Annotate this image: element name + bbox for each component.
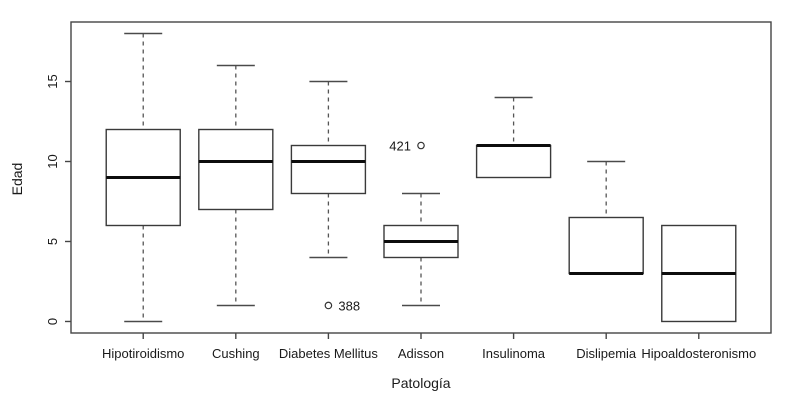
y-axis-title: Edad bbox=[9, 163, 25, 196]
box-insulinoma bbox=[475, 144, 552, 179]
x-axis-title: Patología bbox=[391, 375, 450, 391]
box-dislipemia bbox=[568, 216, 644, 275]
x-tick-label: Diabetes Mellitus bbox=[279, 346, 378, 361]
plot-content: 0 5 10 15 Hipotiroidismo Cushing Diabetes Mell… bbox=[45, 21, 772, 361]
box-diabetes-mellitus bbox=[290, 144, 367, 195]
x-tick-label: Hipoaldosteronismo bbox=[641, 346, 756, 361]
outlier-label: 388 bbox=[338, 298, 360, 313]
y-tick-label: 0 bbox=[45, 318, 60, 325]
x-tick-label: Insulinoma bbox=[482, 346, 546, 361]
y-tick-label: 15 bbox=[45, 74, 60, 88]
x-tick-label: Dislipemia bbox=[576, 346, 637, 361]
y-tick-label: 5 bbox=[45, 238, 60, 245]
x-tick-label: Cushing bbox=[212, 346, 260, 361]
box-cushing bbox=[198, 128, 274, 211]
x-tick-label: Hipotiroidismo bbox=[102, 346, 184, 361]
outlier-label: 421 bbox=[389, 138, 411, 153]
outlier-point bbox=[417, 141, 425, 150]
y-tick-label: 10 bbox=[45, 154, 60, 168]
outlier-point bbox=[324, 301, 333, 310]
x-tick-label: Adisson bbox=[398, 346, 444, 361]
